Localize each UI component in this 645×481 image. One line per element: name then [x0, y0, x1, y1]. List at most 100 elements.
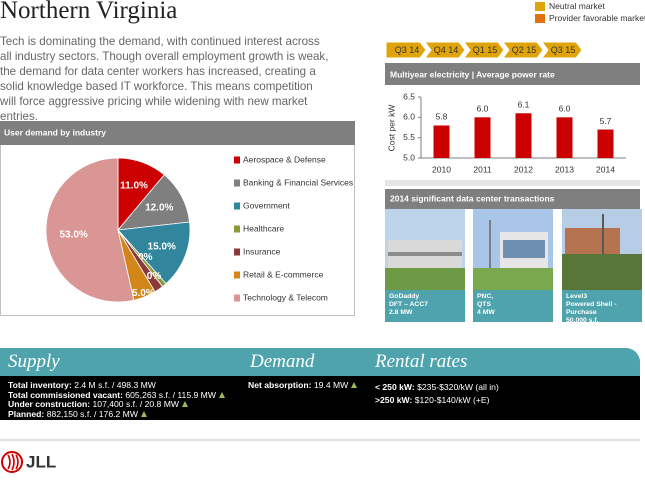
quarter-chevron	[424, 41, 466, 59]
transactions-title: 2014 significant data center transaction…	[390, 193, 555, 203]
caption-line: Powered Shell -	[566, 301, 617, 308]
legend-label: Neutral market	[549, 1, 605, 11]
panel-header	[0, 121, 355, 145]
y-tick-label: 5.5	[403, 132, 415, 142]
legend-label: Healthcare	[243, 223, 284, 233]
y-tick-label: 6.0	[403, 112, 415, 122]
row-value: 19.4 MW	[313, 380, 349, 390]
caption-line: QTS	[477, 301, 491, 308]
caption-line: DFT – ACC7	[389, 301, 428, 308]
legend-label: Technology & Telecom	[243, 292, 328, 302]
legend-swatch	[234, 271, 240, 279]
row: Under construction: 107,400 s.f. / 20.8 …	[8, 399, 225, 410]
legend-label: Aerospace & Defense	[243, 154, 326, 164]
caption-box	[473, 290, 553, 322]
section-title: Demand	[250, 351, 315, 372]
row: Total inventory: 2.4 M s.f. / 498.3 MW	[8, 380, 225, 391]
panel-divider	[385, 180, 640, 186]
quarter-chevron	[541, 41, 583, 59]
row-value: 2.4 M s.f. / 498.3 MW	[74, 380, 156, 390]
caption-line: 2.8 MW	[389, 309, 413, 316]
caption-line: Purchase	[566, 309, 597, 316]
bar	[597, 129, 614, 158]
market-band	[0, 348, 640, 376]
legend-swatch	[535, 14, 545, 23]
logo: JLL	[26, 452, 56, 471]
legend-swatch	[234, 294, 240, 302]
page-title: Northern Virginia	[0, 0, 178, 24]
caption-line: Level3	[566, 293, 587, 300]
x-tick-label: 2013	[555, 164, 574, 174]
pie-slice	[45, 157, 135, 303]
row-label: Net absorption:	[248, 380, 312, 390]
caption-line: PNC,	[477, 293, 493, 300]
x-tick-label: 2010	[432, 164, 451, 174]
panel-header	[385, 63, 640, 85]
pie-chart-title: User demand by industry	[4, 127, 106, 137]
slice-label: 11.0%	[120, 181, 148, 192]
quarter-label: Q4 14	[434, 45, 459, 55]
photo	[385, 209, 465, 290]
slice-label: 2.0%	[138, 271, 161, 282]
row-value: 882,150 s.f. / 176.2 MW	[46, 408, 138, 419]
row: Planned: 882,150 s.f. / 176.2 MW	[8, 408, 225, 420]
logo-mark	[1, 451, 23, 473]
quarter-label: Q2 15	[512, 45, 537, 55]
value-label: 6.0	[559, 104, 571, 114]
row-value: 107,400 s.f. / 20.8 MW	[92, 399, 179, 410]
slice-label: 5.0%	[132, 288, 155, 299]
pie-slice	[117, 221, 191, 285]
y-tick-label: 6.5	[403, 91, 415, 101]
photo	[562, 209, 642, 290]
caption-line: 4 MW	[477, 309, 495, 316]
slice-label: 12.0%	[145, 203, 173, 214]
legend-label: Government	[243, 200, 290, 210]
demand-list: Net absorption: 19.4 MW	[248, 380, 358, 391]
quarter-chevron	[463, 41, 505, 59]
legend-swatch	[234, 248, 240, 256]
quarter-label: Q1 15	[473, 45, 498, 55]
quarter-chevron	[502, 41, 544, 59]
y-tick-label: 5.0	[403, 152, 415, 162]
row-label: Planned:	[8, 408, 45, 419]
legend-label: Provider favorable market	[549, 13, 645, 23]
quarter-label: Q3 14	[395, 45, 420, 55]
caption-box	[562, 290, 642, 322]
section-title: Supply	[8, 351, 60, 372]
value-label: 5.7	[600, 116, 612, 126]
legend-label: Insurance	[243, 246, 281, 256]
photo	[473, 209, 553, 290]
up-arrow	[181, 401, 188, 408]
legend-swatch	[535, 2, 545, 11]
rental-list: < 250 kW: $235-$320/kW (all in) >250 kW:…	[375, 381, 499, 407]
slice-label: 15.0%	[148, 241, 176, 252]
row-value: $235-$320/kW (all in)	[417, 382, 499, 392]
panel-header	[385, 189, 640, 209]
x-tick-label: 2014	[596, 164, 615, 174]
section-title: Rental rates	[375, 351, 468, 372]
row-label: < 250 kW:	[375, 382, 415, 392]
row-label: Total commissioned vacant:	[8, 389, 123, 400]
row: Net absorption: 19.4 MW	[248, 380, 358, 391]
caption-line: GoDaddy	[389, 293, 419, 300]
row: >250 kW: $120-$140/kW (+E)	[375, 394, 499, 407]
caption-box	[385, 290, 465, 322]
x-tick-label: 2012	[514, 164, 533, 174]
row-label: >250 kW:	[375, 395, 413, 405]
supply-list: Total inventory: 2.4 M s.f. / 498.3 MW T…	[8, 380, 225, 420]
legend-label: Banking & Financial Services	[243, 177, 353, 187]
bar-chart-title: Multiyear electricity | Average power ra…	[390, 69, 555, 79]
legend-swatch	[234, 156, 240, 164]
legend-swatch	[234, 202, 240, 210]
intro-text: Tech is dominating the demand, with cont…	[0, 35, 329, 123]
x-tick-label: 2011	[473, 164, 492, 174]
legend-swatch	[234, 225, 240, 233]
value-label: 6.0	[477, 104, 489, 114]
bar	[515, 113, 532, 158]
bar	[474, 117, 491, 158]
row: Total commissioned vacant: 605,263 s.f. …	[8, 389, 225, 401]
y-axis-label: Cost per kW	[386, 105, 396, 152]
up-arrow	[218, 391, 225, 398]
value-label: 6.1	[518, 100, 530, 110]
